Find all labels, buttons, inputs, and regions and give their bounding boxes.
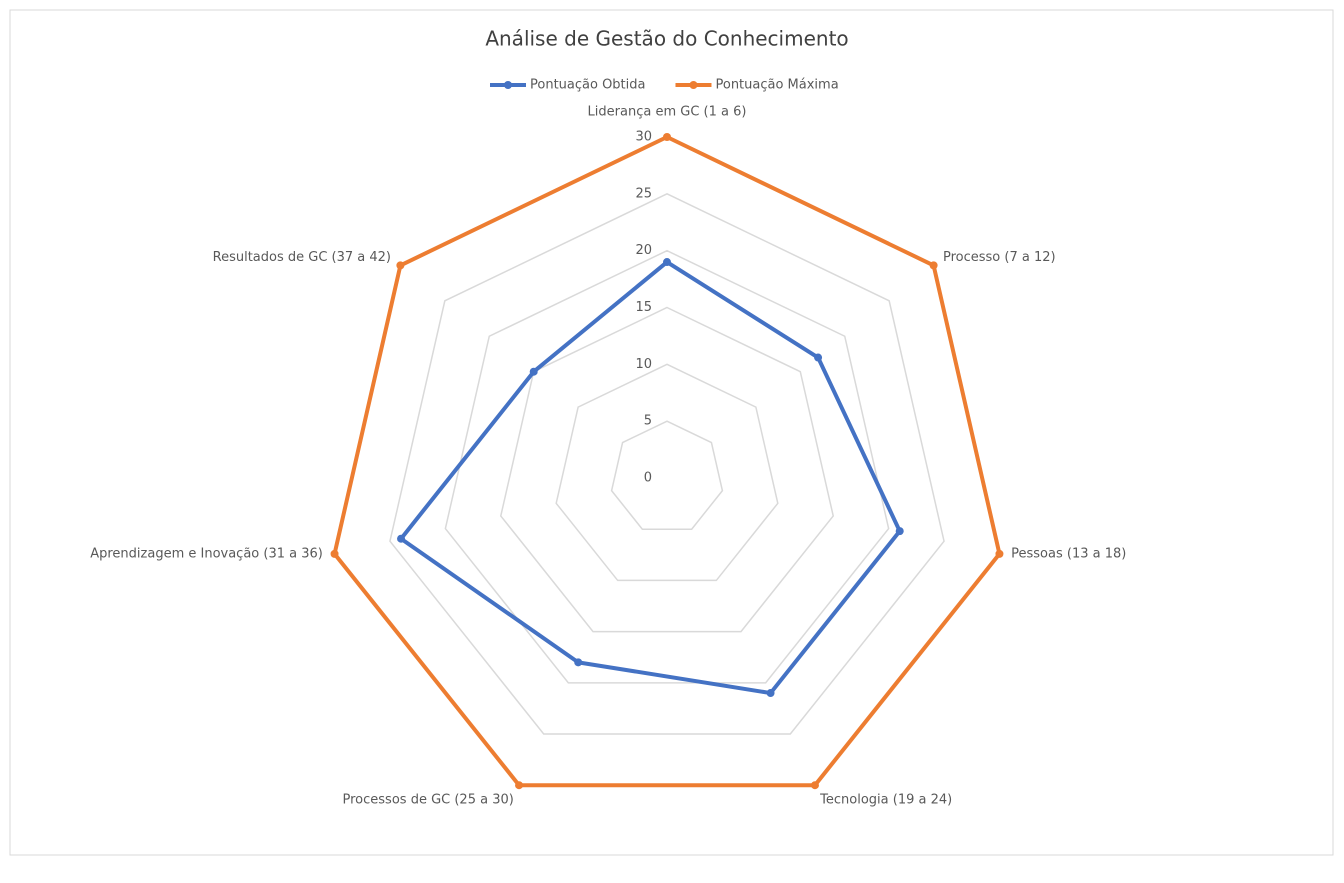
data-point (574, 658, 583, 667)
data-point (663, 133, 671, 141)
y-tick-label: 5 (644, 414, 652, 429)
grid-line (555, 363, 779, 582)
data-point (766, 689, 775, 698)
legend-label: Pontuação Máxima (715, 78, 838, 93)
grid-line (610, 420, 724, 530)
y-tick-label: 10 (635, 357, 652, 372)
data-point (663, 258, 671, 267)
series-line (332, 135, 1002, 788)
data-point (929, 261, 938, 270)
chart-frame (9, 9, 1334, 856)
chart-title: Análise de Gestão do Conhecimento (485, 27, 848, 51)
data-point (810, 781, 819, 790)
legend-label: Pontuação Obtida (530, 78, 645, 93)
data-point (396, 261, 405, 270)
y-tick-label: 0 (644, 471, 652, 486)
y-tick-label: 15 (635, 300, 652, 315)
category-label: Aprendizagem e Inovação (31 a 36) (90, 546, 323, 561)
category-label: Pessoas (13 a 18) (1011, 546, 1126, 561)
category-label: Tecnologia (19 a 24) (819, 793, 952, 808)
data-point (895, 527, 904, 536)
category-label: Processo (7 a 12) (943, 250, 1056, 265)
legend-marker (689, 81, 698, 89)
data-point (995, 549, 1004, 558)
category-label: Resultados de GC (37 a 42) (213, 250, 391, 265)
grid-line (389, 193, 945, 735)
y-tick-label: 20 (635, 243, 652, 258)
grid-line (444, 249, 890, 684)
data-point (330, 549, 339, 558)
y-tick-label: 25 (635, 186, 652, 201)
data-point (529, 367, 538, 376)
data-point (515, 781, 524, 790)
category-label: Processos de GC (25 a 30) (343, 793, 514, 808)
grid-line (499, 306, 835, 633)
data-point (397, 534, 406, 543)
y-tick-label: 30 (635, 130, 652, 145)
data-point (814, 353, 823, 362)
series-line (399, 260, 902, 696)
legend-marker (504, 81, 512, 89)
category-label: Liderança em GC (1 a 6) (588, 105, 747, 120)
